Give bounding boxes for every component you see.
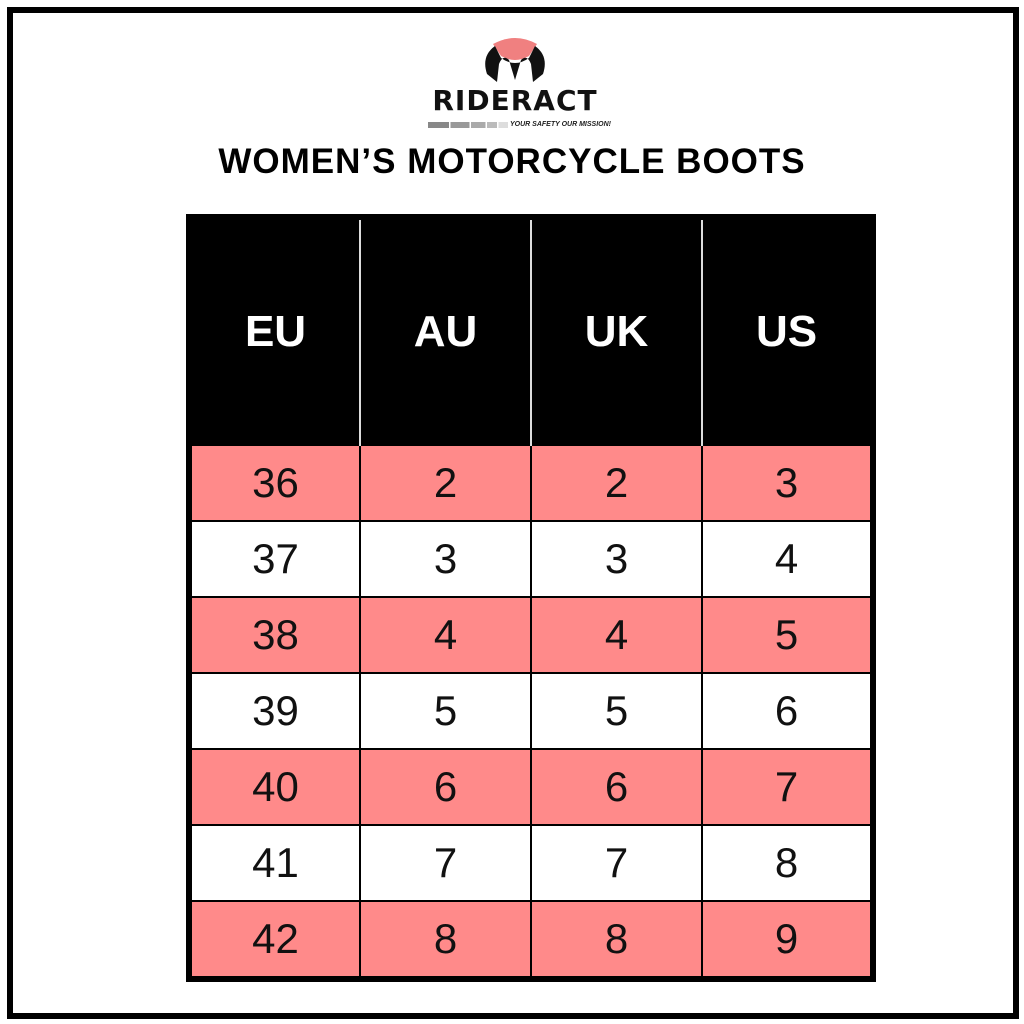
table-row: 36 2 2 3 <box>188 444 874 522</box>
header-us: US <box>702 217 873 445</box>
cell-au: 5 <box>359 672 532 750</box>
cell-eu: 38 <box>188 596 361 674</box>
cell-us: 6 <box>701 672 874 750</box>
cell-uk: 4 <box>530 596 703 674</box>
cell-uk: 7 <box>530 824 703 902</box>
table-row: 40 6 6 7 <box>188 748 874 826</box>
cell-au: 7 <box>359 824 532 902</box>
cell-us: 4 <box>701 520 874 598</box>
table-row: 38 4 4 5 <box>188 596 874 674</box>
cell-au: 8 <box>359 900 532 980</box>
helmet-icon <box>485 38 545 82</box>
table-row: 39 5 5 6 <box>188 672 874 750</box>
table-row: 41 7 7 8 <box>188 824 874 902</box>
cell-uk: 3 <box>530 520 703 598</box>
cell-us: 8 <box>701 824 874 902</box>
header-uk: UK <box>531 217 703 445</box>
cell-us: 3 <box>701 444 874 522</box>
table-row: 37 3 3 4 <box>188 520 874 598</box>
brand-logo: RIDERACT YOUR SAFETY OUR MISSION! <box>422 34 611 134</box>
cell-uk: 2 <box>530 444 703 522</box>
cell-eu: 37 <box>188 520 361 598</box>
cell-us: 5 <box>701 596 874 674</box>
brand-name: RIDERACT <box>432 84 598 117</box>
size-chart-table: EU AU UK US 36 2 2 3 37 3 3 4 38 4 4 5 39 5 5 6 40 6 6 7 41 7… <box>186 214 876 982</box>
cell-us: 9 <box>701 900 874 980</box>
page-title: WOMEN’S MOTORCYCLE BOOTS <box>218 142 806 181</box>
cell-uk: 6 <box>530 748 703 826</box>
header-au: AU <box>360 217 532 445</box>
cell-au: 2 <box>359 444 532 522</box>
cell-uk: 8 <box>530 900 703 980</box>
cell-uk: 5 <box>530 672 703 750</box>
brand-tagline: YOUR SAFETY OUR MISSION! <box>510 121 611 128</box>
table-row: 42 8 8 9 <box>188 900 874 980</box>
page-frame <box>7 7 1019 1019</box>
cell-us: 7 <box>701 748 874 826</box>
cell-eu: 40 <box>188 748 361 826</box>
cell-eu: 41 <box>188 824 361 902</box>
brand-stripes <box>428 122 508 128</box>
cell-eu: 42 <box>188 900 361 980</box>
cell-au: 6 <box>359 748 532 826</box>
cell-au: 4 <box>359 596 532 674</box>
cell-eu: 39 <box>188 672 361 750</box>
header-row: EU AU UK US <box>189 217 873 445</box>
header-eu: EU <box>189 217 361 445</box>
cell-eu: 36 <box>188 444 361 522</box>
cell-au: 3 <box>359 520 532 598</box>
